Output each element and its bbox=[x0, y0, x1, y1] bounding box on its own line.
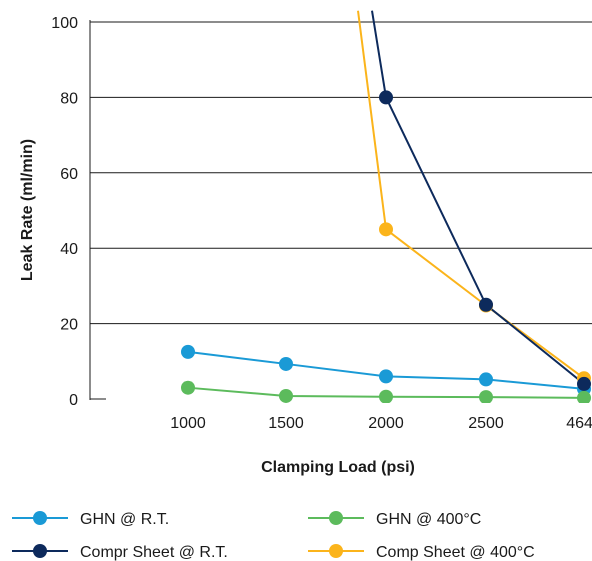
y-axis-title: Leak Rate (ml/min) bbox=[19, 139, 36, 281]
grid-lines bbox=[90, 21, 592, 400]
legend-label: GHN @ R.T. bbox=[80, 511, 169, 528]
y-tick-labels: 0 20 40 60 80 100 bbox=[51, 15, 78, 409]
data-point bbox=[279, 356, 293, 371]
y-tick-label: 100 bbox=[51, 15, 78, 32]
y-tick-label: 80 bbox=[60, 90, 78, 107]
data-point bbox=[479, 297, 493, 312]
legend-swatch-marker bbox=[33, 511, 47, 525]
legend-swatch-marker bbox=[329, 544, 343, 558]
series-group bbox=[181, 10, 591, 403]
x-tick-label: 4640 bbox=[566, 415, 592, 432]
data-point bbox=[479, 390, 493, 403]
x-tick-labels: 1000 1500 2000 2500 4640 bbox=[170, 415, 592, 432]
legend-swatch-marker bbox=[329, 511, 343, 525]
legend-label: Compr Sheet @ R.T. bbox=[80, 544, 228, 561]
data-point bbox=[181, 344, 195, 359]
data-point bbox=[577, 376, 591, 391]
legend: GHN @ R.T. GHN @ 400°C Compr Sheet @ R.T. C… bbox=[12, 511, 535, 561]
legend-swatch-marker bbox=[33, 544, 47, 558]
legend-item: GHN @ 400°C bbox=[308, 511, 481, 528]
x-tick-label: 2000 bbox=[368, 415, 404, 432]
series-line bbox=[357, 10, 585, 380]
y-tick-label: 60 bbox=[60, 166, 78, 183]
y-tick-label: 20 bbox=[60, 317, 78, 334]
x-tick-label: 2500 bbox=[468, 415, 504, 432]
data-point bbox=[279, 388, 293, 403]
legend-item: Compr Sheet @ R.T. bbox=[12, 544, 228, 561]
legend-item: Comp Sheet @ 400°C bbox=[308, 544, 535, 561]
y-tick-label: 0 bbox=[69, 392, 78, 409]
x-tick-label: 1500 bbox=[268, 415, 304, 432]
series-line bbox=[371, 10, 585, 385]
data-point bbox=[379, 389, 393, 403]
data-point bbox=[379, 369, 393, 384]
data-point bbox=[379, 90, 393, 105]
legend-label: GHN @ 400°C bbox=[376, 511, 481, 528]
x-tick-label: 1000 bbox=[170, 415, 206, 432]
data-point bbox=[181, 380, 195, 395]
data-point bbox=[379, 222, 393, 237]
y-tick-label: 40 bbox=[60, 241, 78, 258]
legend-item: GHN @ R.T. bbox=[12, 511, 169, 528]
data-point bbox=[577, 390, 591, 403]
data-point bbox=[479, 372, 493, 387]
legend-label: Comp Sheet @ 400°C bbox=[376, 544, 535, 561]
x-axis-title: Clamping Load (psi) bbox=[261, 459, 415, 476]
